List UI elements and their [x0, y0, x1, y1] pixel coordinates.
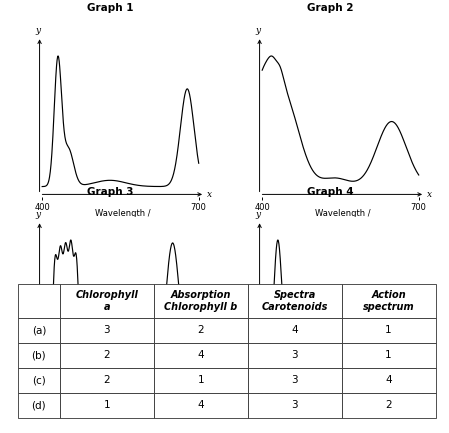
- Text: Graph 3: Graph 3: [87, 187, 134, 197]
- Text: y: y: [35, 210, 40, 219]
- Text: x: x: [427, 374, 431, 383]
- Text: Wavelength /: Wavelength /: [95, 210, 151, 218]
- Text: Graph 4: Graph 4: [307, 187, 354, 197]
- Text: y: y: [255, 26, 260, 35]
- Text: Wavelength /: Wavelength /: [315, 210, 371, 218]
- Text: Graph 2: Graph 2: [307, 3, 354, 13]
- Text: Graph 1: Graph 1: [87, 3, 134, 13]
- Text: Wavelength / nm: Wavelength / nm: [307, 394, 379, 402]
- Text: x: x: [207, 374, 211, 383]
- Text: y: y: [35, 26, 40, 35]
- Text: y: y: [255, 210, 260, 219]
- Text: x: x: [207, 190, 211, 199]
- Text: Plasmodesmata: Plasmodesmata: [90, 394, 157, 402]
- Text: x: x: [427, 190, 431, 199]
